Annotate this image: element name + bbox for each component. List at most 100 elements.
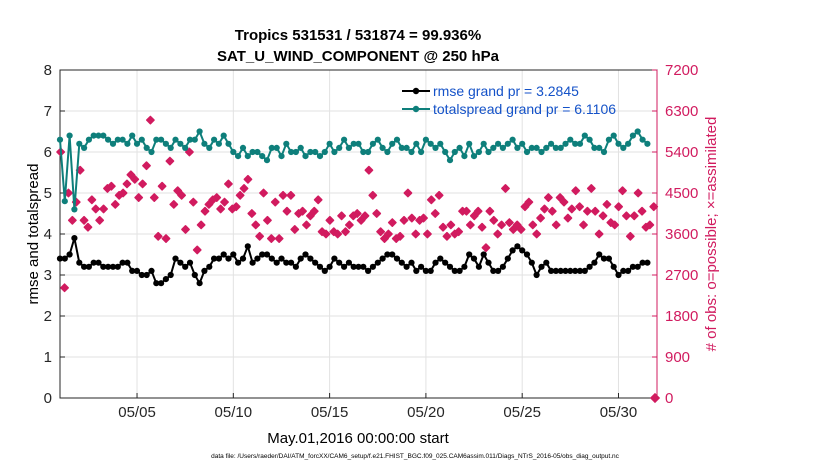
obs-assimilated-marker	[485, 206, 495, 216]
obs-assimilated-marker	[161, 234, 171, 243]
rmse-point	[422, 267, 429, 274]
spread-point	[475, 148, 482, 156]
obs-assimilated-marker	[645, 220, 655, 230]
spread-point	[148, 148, 155, 156]
spread-point	[254, 148, 261, 156]
obs-assimilated-marker	[419, 213, 428, 223]
spread-point	[442, 148, 449, 156]
obs-assimilated-marker	[360, 211, 370, 221]
rmse-point	[379, 255, 386, 262]
obs-assimilated-marker	[610, 220, 620, 230]
rmse-point	[263, 251, 271, 258]
spread-point	[533, 144, 540, 151]
rmse-point	[143, 271, 150, 279]
x-tick-label: 05/05	[118, 404, 156, 421]
axis-ticks: 0 1 2 3 4 5 6 7 8 0 900 1800 2700 3600 4500 5400 6300 720…	[44, 62, 699, 421]
obs-assimilated-marker	[60, 283, 69, 293]
legend-rmse-marker	[412, 87, 420, 95]
rmse-point	[119, 259, 126, 266]
rmse-point	[427, 267, 434, 274]
spread-point	[220, 132, 227, 139]
spread-point	[360, 148, 367, 156]
obs-assimilated-marker	[325, 215, 335, 225]
spread-point	[427, 140, 434, 147]
rmse-point	[259, 251, 266, 258]
obs-assimilated-marker	[387, 218, 397, 228]
spread-point	[495, 140, 502, 147]
x-axis-label: May.01,2016 00:00:00 start	[267, 430, 449, 447]
rmse-point	[273, 259, 280, 266]
spread-point	[133, 140, 141, 147]
spread-point	[90, 132, 97, 139]
spread-point	[393, 136, 401, 143]
obs-assimilated-marker	[67, 215, 77, 225]
y-right-tick-label: 1800	[665, 308, 698, 325]
chart-title: Tropics 531531 / 531874 = 99.936%	[235, 27, 481, 44]
rmse-point	[456, 267, 463, 274]
obs-assimilated-marker	[216, 204, 226, 214]
y-right-tick-label: 2700	[665, 267, 698, 284]
spread-point	[389, 140, 396, 147]
obs-assimilated-marker	[126, 170, 136, 180]
x-tick-label: 05/20	[407, 404, 445, 421]
obs-assimilated-marker	[442, 231, 452, 241]
rmse-point	[369, 263, 376, 270]
spread-point	[177, 140, 184, 147]
y-right-tick-label: 3600	[665, 226, 698, 243]
rmse-point	[557, 267, 564, 274]
spread-point	[620, 144, 627, 151]
spread-point	[191, 136, 198, 143]
obs-assimilated-marker	[446, 220, 456, 230]
obs-assimilated-marker	[376, 227, 386, 237]
obs-assimilated-marker	[130, 174, 140, 184]
rmse-point	[292, 263, 299, 270]
obs-assimilated-marker	[438, 222, 448, 232]
obs-assimilated-marker	[341, 227, 350, 237]
rmse-point	[442, 259, 449, 266]
spread-point	[162, 140, 169, 147]
rmse-point	[283, 259, 290, 266]
y-tick-label: 4	[44, 226, 52, 243]
obs-assimilated-marker	[649, 202, 659, 212]
spread-point	[490, 144, 497, 151]
spread-point	[302, 153, 309, 160]
obs-assimilated-marker	[434, 190, 444, 200]
obs-assimilated-marker	[302, 220, 311, 230]
obs-assimilated-marker	[185, 147, 194, 157]
obs-assimilated-marker	[520, 202, 530, 212]
legend-spread-label: totalspread grand pr = 6.1106	[433, 101, 616, 117]
obs-assimilated-marker	[594, 229, 604, 239]
spread-point	[543, 144, 550, 151]
spread-point	[268, 144, 275, 151]
spread-point	[634, 128, 641, 135]
rmse-point	[389, 251, 396, 258]
obs-assimilated-marker	[64, 188, 73, 198]
y-right-tick-label: 4500	[665, 185, 698, 202]
obs-assimilated-marker	[629, 211, 639, 221]
spread-point	[523, 148, 531, 156]
obs-assimilated-marker	[575, 202, 585, 212]
rmse-point	[446, 263, 454, 270]
rmse-point	[470, 255, 478, 262]
obs-assimilated-marker	[192, 245, 202, 255]
rmse-point	[162, 276, 169, 283]
obs-assimilated-marker	[559, 197, 569, 207]
rmse-point	[133, 267, 141, 274]
spread-point	[201, 140, 208, 147]
y-right-tick-label: 7200	[665, 62, 698, 79]
obs-assimilated-marker	[637, 206, 647, 216]
obs-assimilated-marker	[122, 179, 132, 189]
obs-assimilated-marker	[337, 211, 346, 221]
spread-point	[341, 136, 348, 143]
obs-assimilated-marker	[403, 188, 413, 198]
spread-point	[336, 144, 343, 151]
spread-point	[422, 136, 429, 143]
rmse-point	[576, 267, 584, 274]
rmse-point	[528, 259, 535, 266]
y-tick-label: 7	[44, 103, 52, 120]
spread-point	[644, 140, 651, 147]
rmse-point	[629, 263, 637, 270]
rmse-point	[138, 271, 145, 279]
obs-assimilated-marker	[149, 193, 159, 202]
